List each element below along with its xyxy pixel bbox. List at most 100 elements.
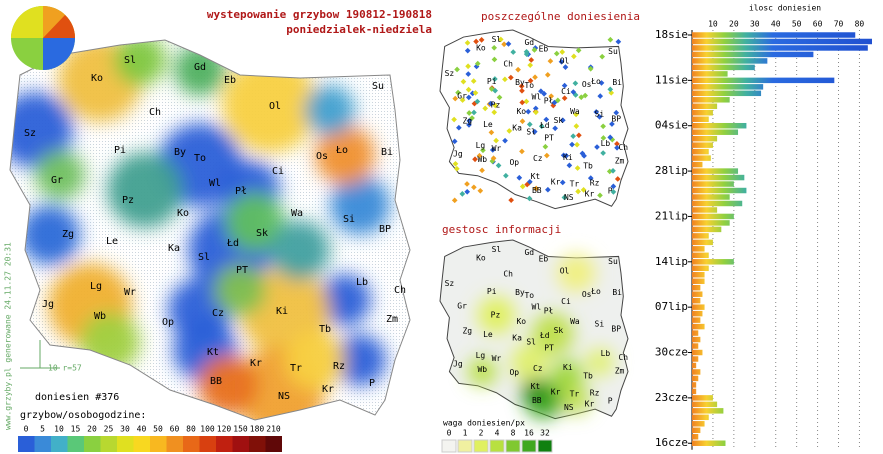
city-label: Sl	[526, 127, 536, 136]
city-label: Os	[582, 290, 592, 299]
report-dot	[479, 167, 485, 174]
city-label: Rz	[590, 179, 600, 188]
report-dot	[519, 118, 526, 125]
city-label: Lb	[356, 277, 368, 288]
density-blob	[305, 85, 355, 135]
bar	[692, 297, 701, 304]
report-dot	[451, 138, 458, 145]
report-dot	[548, 93, 555, 99]
bar	[692, 239, 713, 246]
city-label: BP	[611, 114, 621, 123]
report-dot	[587, 65, 594, 72]
report-dot	[560, 152, 567, 159]
x-tick-label: 30	[750, 20, 760, 29]
city-label: P	[608, 187, 613, 196]
city-label: Si	[595, 110, 605, 119]
report-dot	[544, 72, 551, 78]
legend-label: 120	[217, 425, 232, 434]
density-swatch	[489, 439, 505, 453]
bar	[692, 408, 724, 414]
report-dot	[533, 185, 539, 192]
bar	[692, 259, 734, 265]
city-label: Ka	[168, 243, 180, 254]
report-dot	[466, 122, 472, 128]
density-swatch	[537, 439, 553, 453]
city-label: Ch	[394, 285, 406, 296]
legend-swatch	[199, 436, 216, 452]
report-dot	[578, 94, 585, 101]
bar	[692, 382, 697, 388]
city-label: Pz	[491, 101, 501, 110]
density-swatch	[521, 439, 537, 453]
city-label: Sl	[492, 35, 502, 44]
report-dot	[614, 144, 620, 151]
bar	[692, 401, 718, 408]
density-label: 2	[479, 429, 484, 438]
density-label: 8	[511, 429, 516, 438]
city-label: Wb	[477, 155, 487, 164]
report-dot	[576, 132, 582, 139]
city-label: Bi	[381, 147, 393, 158]
report-dot	[523, 98, 530, 105]
density-label: 32	[540, 429, 550, 438]
city-label: Ka	[512, 123, 522, 132]
report-dot	[582, 92, 589, 99]
city-label: Ch	[618, 353, 628, 362]
city-label: Sl	[526, 337, 536, 346]
city-label: BB	[210, 376, 222, 387]
bar	[692, 272, 705, 278]
report-dot	[532, 74, 538, 81]
city-label: Kt	[531, 382, 541, 391]
city-label: Ko	[476, 253, 486, 262]
density-blob	[334, 334, 386, 386]
city-label: Ko	[476, 43, 486, 52]
city-label: Wb	[477, 365, 487, 374]
city-label: Tb	[319, 324, 331, 335]
city-label: Ło	[590, 287, 601, 296]
report-dot	[508, 197, 514, 204]
report-dot	[515, 66, 521, 73]
report-dot	[542, 143, 549, 150]
report-dot	[508, 74, 514, 81]
bar	[692, 45, 868, 51]
density-blob	[107, 152, 183, 228]
city-label: Eb	[224, 75, 236, 86]
city-label: Rz	[590, 389, 600, 398]
city-label: Bi	[612, 288, 622, 297]
legend-swatch	[166, 436, 183, 452]
report-dot	[607, 134, 614, 141]
density-blob	[20, 205, 80, 265]
bar	[692, 90, 762, 97]
report-dot	[559, 179, 566, 186]
city-label: P	[608, 397, 613, 406]
city-label: Sk	[256, 228, 268, 239]
report-dot	[452, 95, 459, 102]
report-dot	[575, 188, 581, 195]
bar	[692, 135, 718, 142]
bar	[692, 362, 697, 369]
density-blob	[468, 357, 497, 386]
city-label: NS	[278, 391, 290, 402]
density-blob	[510, 343, 549, 382]
city-label: Cz	[533, 154, 543, 163]
legend-label: 20	[87, 425, 97, 434]
city-label: BB	[532, 396, 542, 405]
report-dot	[519, 99, 526, 106]
city-label: Eb	[539, 44, 549, 53]
report-dot	[600, 123, 606, 130]
report-dot	[552, 125, 558, 132]
report-dot	[553, 50, 560, 57]
y-tick-label: 04sie	[655, 119, 688, 132]
bar	[692, 323, 705, 330]
report-dot	[503, 172, 509, 179]
report-dot	[532, 105, 539, 112]
report-dot	[465, 63, 471, 70]
city-label: Kr	[551, 177, 561, 186]
city-label: Su	[608, 47, 618, 56]
density-blob	[198, 355, 258, 415]
y-tick-label: 14lip	[655, 255, 688, 268]
x-tick-label: 50	[792, 20, 802, 29]
report-dot	[516, 174, 523, 181]
report-dot	[456, 124, 462, 131]
density-label: 1	[463, 429, 468, 438]
